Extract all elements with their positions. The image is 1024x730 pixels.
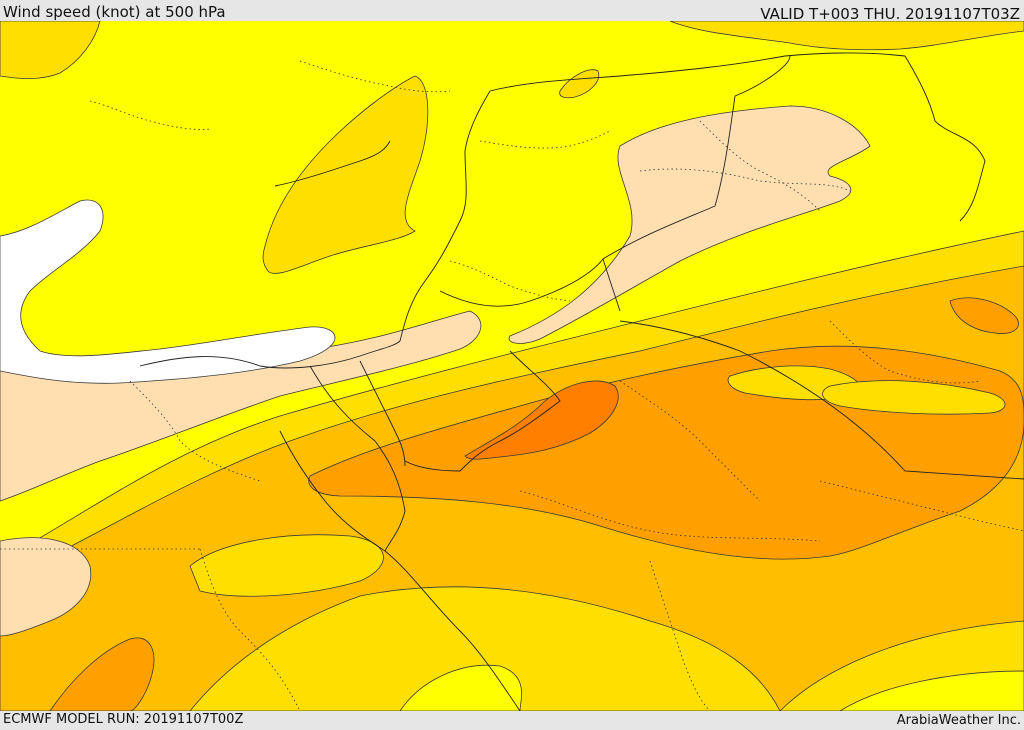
gold-band-north [0,230,1024,582]
gold-band-south [189,586,781,711]
wind-speed-map [0,21,1024,711]
yellow-patch-east-2 [822,380,1006,415]
gold-patch-northeast [669,21,1024,51]
gold-patch-southwest [189,534,384,597]
white-sea-region [0,199,336,384]
model-run-label: ECMWF MODEL RUN: 20191107T00Z [3,712,244,727]
footer-bar: ECMWF MODEL RUN: 20191107T00Z ArabiaWeat… [0,711,1024,729]
yellow-patch-south [399,664,522,711]
orange-lobe-east [949,297,1019,334]
map-title: Wind speed (knot) at 500 hPa [3,3,226,21]
provider-label: ArabiaWeather Inc. [896,713,1021,728]
coastlines [139,52,986,711]
gold-patch-north [559,69,600,99]
header-bar: Wind speed (knot) at 500 hPa VALID T+003… [0,0,1024,23]
orange-patch-southwest [49,637,155,711]
valid-time-label: VALID T+003 THU. 20191107T03Z [760,5,1020,23]
political-borders [359,55,1024,480]
peach-patch-southwest [0,537,92,637]
admin-boundaries [0,60,1024,711]
gold-patch-cyprus [262,75,429,274]
peach-band-north [508,105,871,344]
gold-patch-northwest [0,21,101,80]
